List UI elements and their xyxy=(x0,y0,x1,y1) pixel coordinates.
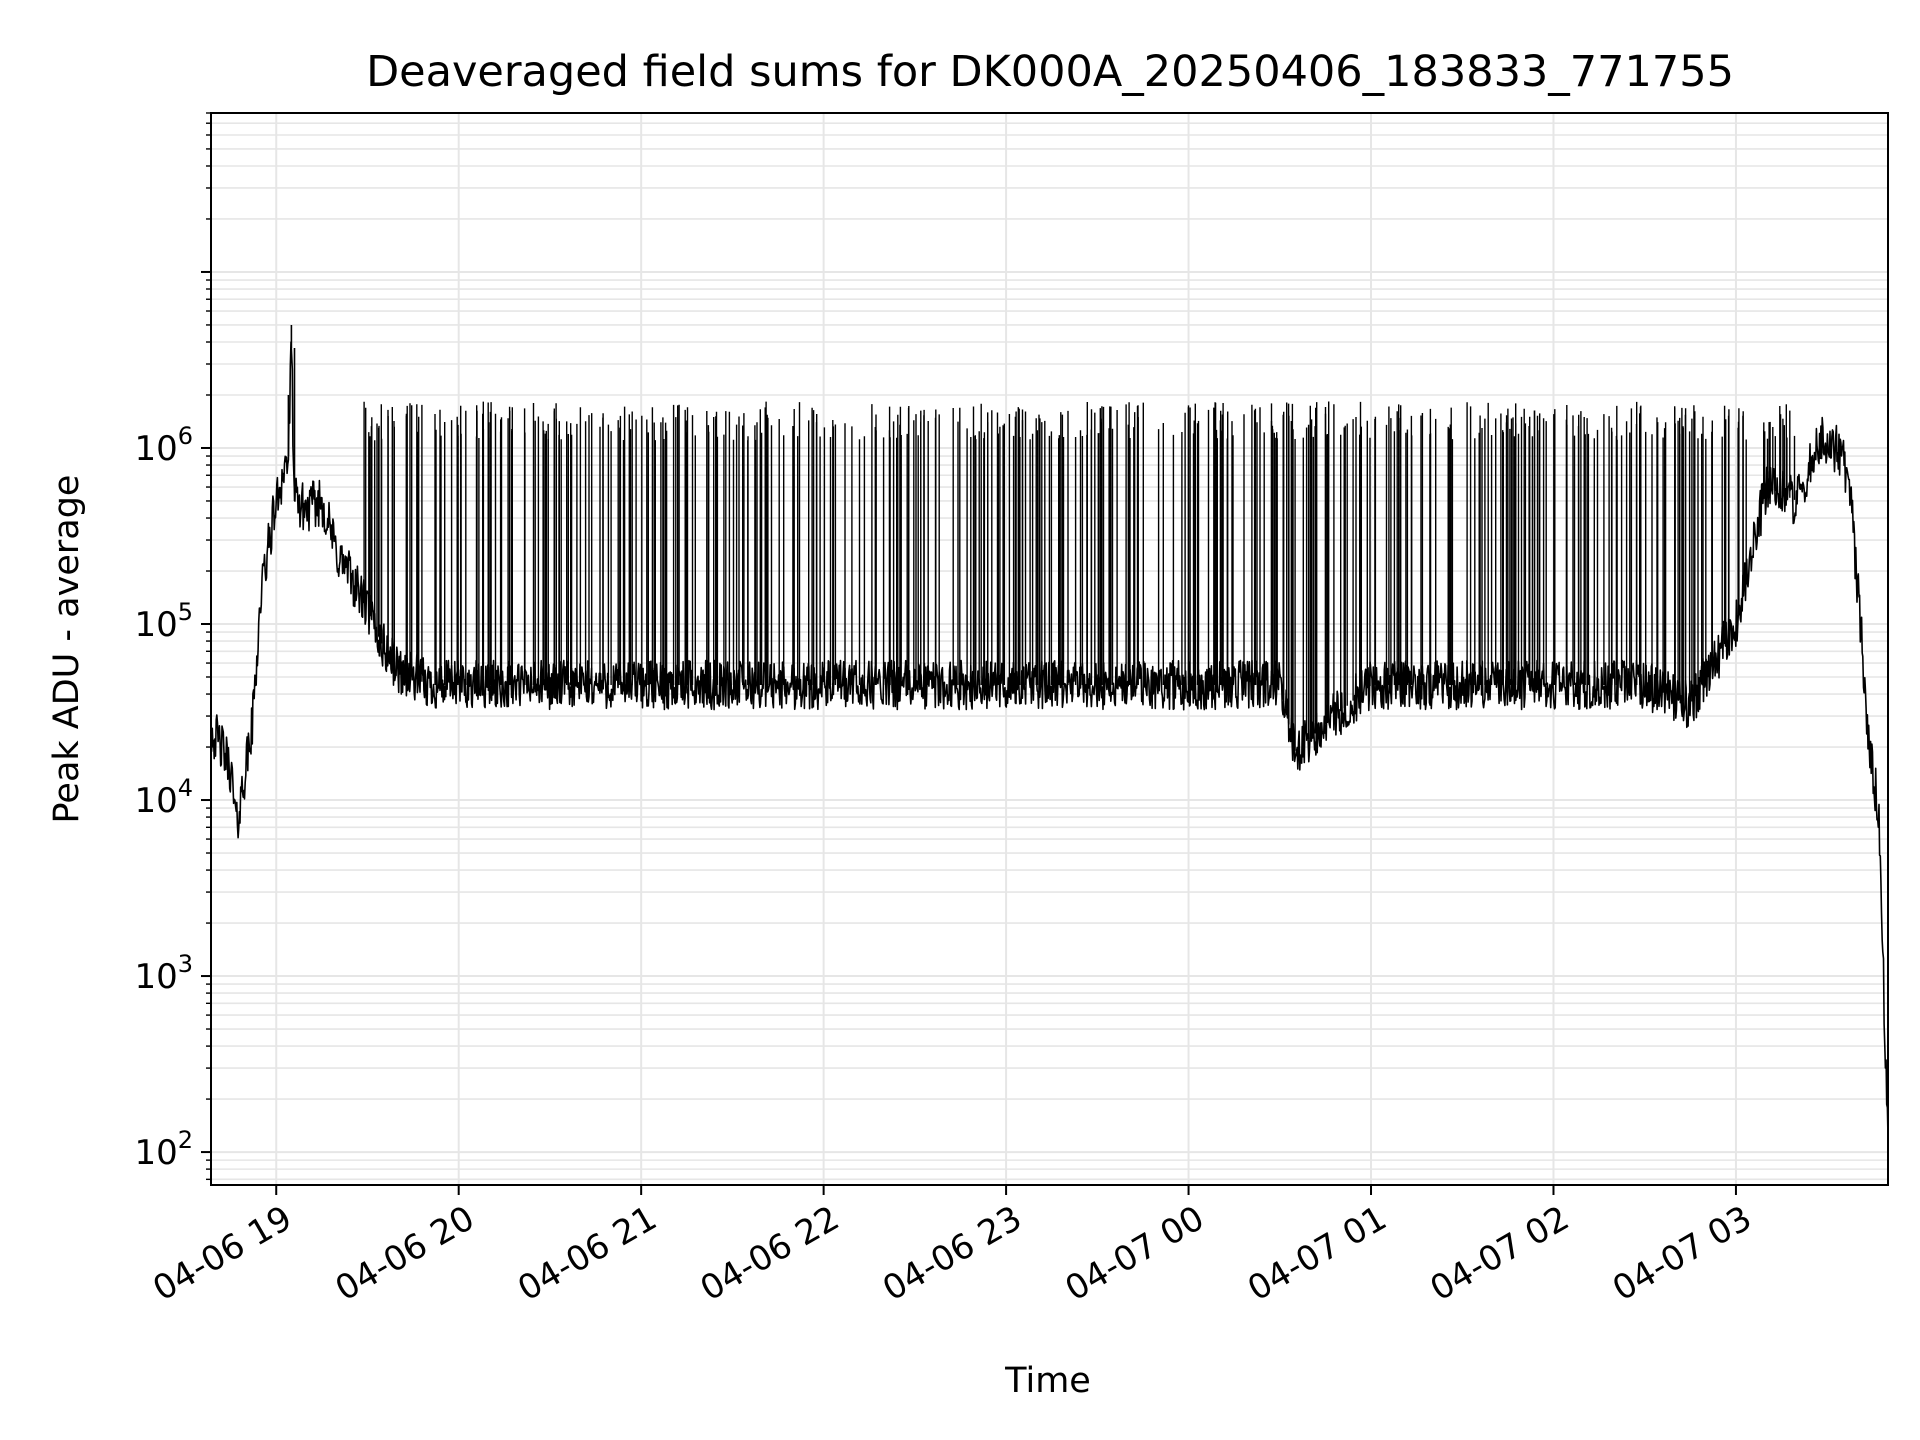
plot-area xyxy=(211,325,1888,1138)
series-line xyxy=(211,341,1888,1138)
series-spikes xyxy=(287,325,1796,751)
y-tick-label: 106 xyxy=(134,422,193,469)
x-axis-label: Time xyxy=(1004,1361,1091,1401)
plot-frame xyxy=(210,112,1889,1186)
y-tick-label: 102 xyxy=(134,1126,193,1173)
y-tick-label: 105 xyxy=(134,598,193,645)
y-tick-label: 103 xyxy=(134,950,193,997)
chart-title: Deaveraged field sums for DK000A_2025040… xyxy=(366,47,1734,97)
y-axis: 102 103 104 105 106 xyxy=(134,112,211,1181)
y-axis-label: Peak ADU - average xyxy=(47,475,87,824)
y-tick-label: 104 xyxy=(134,774,193,821)
